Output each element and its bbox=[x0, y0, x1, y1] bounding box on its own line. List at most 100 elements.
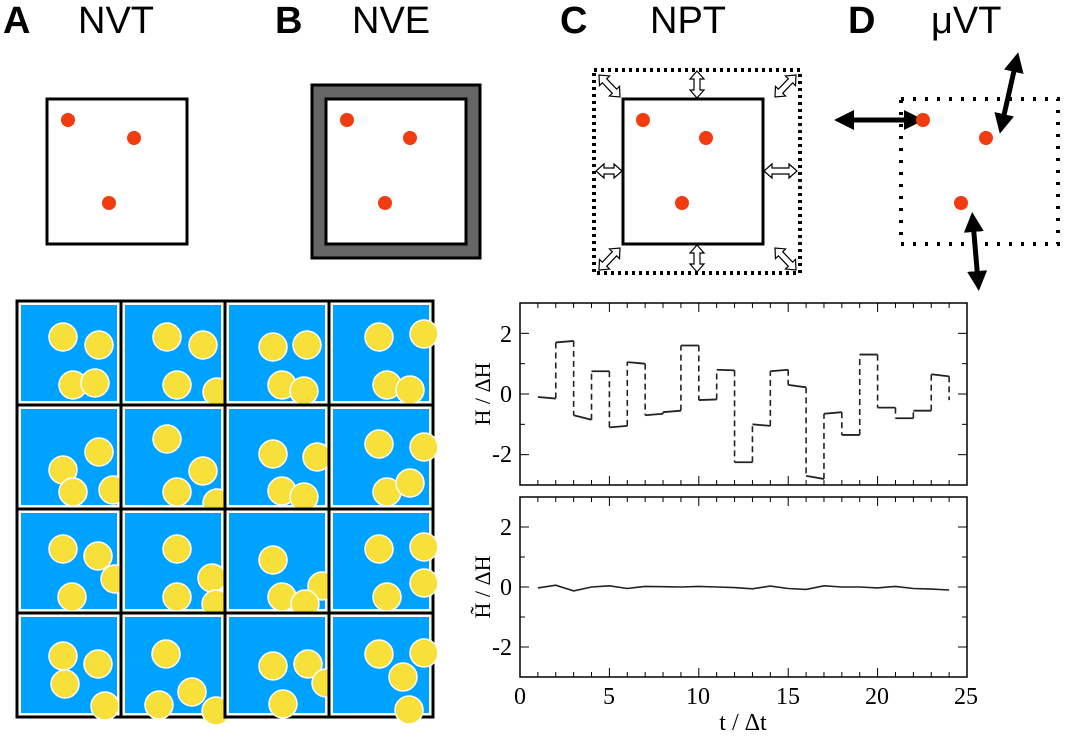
y-tick-label: 2 bbox=[500, 515, 512, 541]
disc bbox=[80, 368, 110, 398]
disc bbox=[83, 649, 113, 679]
panel-title-nvt: NVT bbox=[78, 0, 154, 42]
replica-tile bbox=[223, 507, 337, 619]
step-segment bbox=[931, 373, 950, 378]
disc bbox=[258, 545, 288, 575]
step-segment bbox=[555, 340, 574, 344]
disc bbox=[289, 376, 319, 406]
disc bbox=[409, 532, 439, 562]
replica-tile bbox=[15, 611, 123, 721]
disc bbox=[258, 332, 288, 362]
particle bbox=[636, 113, 650, 127]
y-tick-label: 0 bbox=[500, 575, 512, 601]
x-axis-label: t / Δt bbox=[719, 710, 767, 736]
step-segment bbox=[609, 424, 628, 429]
disc bbox=[364, 639, 394, 669]
volume-change-arrow-icon bbox=[598, 74, 621, 98]
chart-enthalpy-fluctuation: H / ΔH 2 0 -2 bbox=[470, 302, 968, 486]
y-tick-label: 2 bbox=[500, 322, 512, 348]
particle bbox=[127, 131, 141, 145]
disc bbox=[144, 690, 174, 720]
disc bbox=[394, 695, 424, 725]
disc bbox=[152, 424, 182, 454]
step-segment bbox=[662, 409, 681, 414]
particle bbox=[403, 131, 417, 145]
panel-letter-d: D bbox=[848, 0, 876, 42]
particle bbox=[61, 113, 75, 127]
particle bbox=[340, 113, 354, 127]
disc bbox=[395, 468, 425, 498]
step-segment bbox=[627, 361, 646, 365]
particle bbox=[378, 196, 392, 210]
disc bbox=[162, 477, 192, 507]
disc bbox=[293, 649, 323, 679]
disc bbox=[90, 691, 120, 721]
disc bbox=[48, 322, 78, 352]
step-segment bbox=[537, 396, 556, 400]
panel-title-npt: NPT bbox=[650, 0, 726, 42]
x-tick-label: 10 bbox=[686, 684, 710, 710]
replica-tile bbox=[223, 299, 331, 407]
y-tick-label: -2 bbox=[492, 442, 512, 468]
particle bbox=[675, 196, 689, 210]
disc bbox=[409, 568, 439, 598]
disc bbox=[409, 432, 439, 462]
series-H bbox=[537, 340, 950, 480]
axis-ticks bbox=[519, 302, 968, 486]
volume-change-arrow-icon bbox=[688, 70, 706, 99]
npt-outer-dotted-boundary bbox=[592, 68, 802, 275]
volume-change-arrow-icon bbox=[595, 162, 623, 180]
y-axis-label: H / ΔH bbox=[470, 362, 495, 425]
volume-change-arrow-icon bbox=[598, 247, 621, 271]
step-segment bbox=[805, 475, 825, 480]
disc bbox=[188, 456, 218, 486]
disc bbox=[177, 677, 207, 707]
replica-tile bbox=[15, 507, 130, 615]
step-segment bbox=[788, 384, 807, 389]
panel-letter-a: A bbox=[3, 0, 31, 42]
nvt-box bbox=[45, 97, 189, 246]
disc bbox=[50, 669, 80, 699]
particle bbox=[102, 196, 116, 210]
disc bbox=[162, 582, 192, 612]
disc bbox=[268, 689, 298, 719]
exchange-arrow-bottom bbox=[963, 212, 988, 291]
disc bbox=[58, 477, 88, 507]
disc bbox=[409, 638, 439, 668]
x-tick-label: 15 bbox=[776, 684, 800, 710]
particle bbox=[916, 113, 930, 127]
volume-change-arrow-icon bbox=[763, 162, 798, 180]
disc bbox=[395, 375, 425, 405]
disc bbox=[388, 662, 418, 692]
replica-tile bbox=[223, 403, 332, 512]
replica-tile bbox=[327, 507, 439, 615]
step-segment bbox=[823, 411, 842, 415]
disc bbox=[289, 482, 319, 512]
step-segment bbox=[770, 368, 789, 373]
disc bbox=[152, 322, 182, 352]
step-segment bbox=[752, 423, 771, 427]
axis-ticks bbox=[519, 496, 968, 678]
volume-change-arrow-icon bbox=[688, 244, 706, 273]
y-axis-label: H̃ / ΔH bbox=[470, 555, 495, 618]
disc bbox=[364, 322, 394, 352]
replica-tile bbox=[119, 507, 231, 619]
disc bbox=[258, 439, 288, 469]
replica-tile bbox=[327, 299, 439, 407]
series-H-tilde bbox=[537, 584, 950, 592]
replica-tile bbox=[15, 403, 128, 511]
disc bbox=[84, 437, 114, 467]
replica-tile bbox=[327, 611, 439, 725]
replica-grid bbox=[15, 299, 439, 726]
disc bbox=[292, 330, 322, 360]
disc bbox=[364, 429, 394, 459]
disc bbox=[83, 541, 113, 571]
volume-change-arrows bbox=[595, 70, 798, 273]
panel-title-muvt: μVT bbox=[931, 0, 1002, 42]
panel-letter-b: B bbox=[275, 0, 303, 42]
muvt-box bbox=[834, 52, 1060, 291]
disc bbox=[258, 651, 288, 681]
exchange-arrow-top bbox=[994, 52, 1024, 134]
chart-modified-enthalpy: H̃ / ΔH 2 0 -2 0 5 10 15 20 25 t / Δt bbox=[470, 496, 978, 736]
